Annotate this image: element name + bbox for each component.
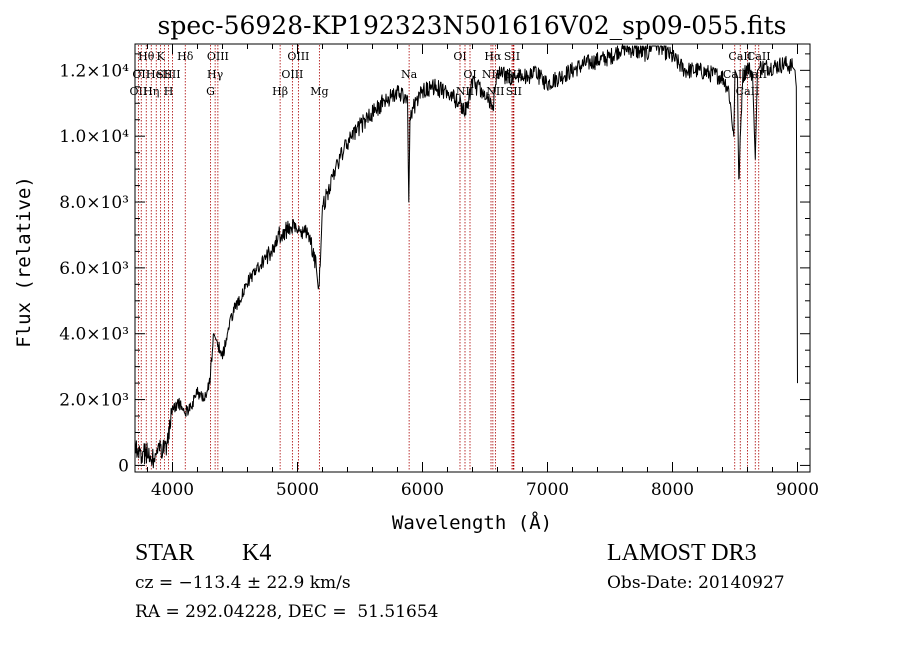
line-marker-label-11: Hγ xyxy=(207,68,224,81)
series-flux xyxy=(134,45,798,469)
line-marker-label-31: CaII xyxy=(747,50,771,63)
line-marker-label-6: SII xyxy=(156,68,172,81)
line-marker-label-3: Hη xyxy=(143,85,159,98)
survey-name: LAMOST DR3 xyxy=(607,540,757,566)
x-tick-label-2: 6000 xyxy=(401,480,444,500)
y-axis-label: Flux (relative) xyxy=(13,176,35,348)
y-tick-label-3: 6.0×10³ xyxy=(59,259,129,279)
line-marker-label-15: OIII xyxy=(287,50,309,63)
line-marker-label-19: NII xyxy=(456,85,474,98)
object-subclass: K4 xyxy=(242,540,272,566)
x-axis-label: Wavelength (Å) xyxy=(392,511,552,534)
observation-date: Obs-Date: 20140927 xyxy=(607,573,785,593)
y-tick-label-1: 2.0×10³ xyxy=(59,391,129,411)
x-tick-label-3: 7000 xyxy=(526,480,569,500)
redshift-value: cz = −113.4 ± 22.9 km/s xyxy=(135,573,351,593)
line-marker-label-22: Hα xyxy=(484,50,502,63)
chart-title: spec-56928-KP192323N501616V02_sp09-055.f… xyxy=(158,11,787,40)
line-marker-layer: OII OII Hθ Hη HeI K SII H SII Hδ G Hγ OIII Hβ OIII OIII… xyxy=(130,45,771,471)
line-marker-label-10: G xyxy=(206,85,215,98)
line-marker-label-7: H xyxy=(164,85,174,98)
sky-coordinates: RA = 292.04228, DEC = 51.51654 xyxy=(135,602,439,622)
line-marker-label-8: SII xyxy=(164,68,180,81)
plot-frame xyxy=(134,43,811,473)
line-marker-label-2: Hθ xyxy=(138,50,155,63)
line-marker-label-14: OIII xyxy=(281,68,303,81)
y-tick-label-6: 1.2×10⁴ xyxy=(59,61,129,81)
line-marker-label-4: HeI xyxy=(146,68,166,81)
line-marker-label-24: SII xyxy=(504,50,520,63)
y-tick-label-4: 8.0×10³ xyxy=(59,193,129,213)
x-tick-label-0: 4000 xyxy=(151,480,194,500)
line-marker-label-28: CaII xyxy=(728,50,752,63)
y-tick-label-5: 1.0×10⁴ xyxy=(59,127,129,147)
line-marker-label-9: Hδ xyxy=(177,50,194,63)
series-layer xyxy=(134,45,798,469)
line-marker-label-18: OI xyxy=(453,50,466,63)
line-marker-label-13: Hβ xyxy=(272,85,288,98)
line-marker-label-26: SII xyxy=(506,85,522,98)
x-tick-label-4: 8000 xyxy=(651,480,694,500)
line-marker-label-5: K xyxy=(157,50,166,63)
y-tick-label-2: 4.0×10³ xyxy=(59,325,129,345)
line-marker-label-16: Mg xyxy=(310,85,328,98)
line-marker-label-1: OII xyxy=(132,68,150,81)
line-marker-label-29: CaII xyxy=(736,85,760,98)
x-tick-label-5: 9000 xyxy=(776,480,819,500)
line-marker-label-17: Na xyxy=(401,68,418,81)
y-tick-label-0: 0 xyxy=(118,456,129,476)
x-tick-label-1: 5000 xyxy=(276,480,319,500)
line-marker-label-21: NII xyxy=(482,68,500,81)
line-marker-label-0: OII xyxy=(130,85,148,98)
line-marker-label-12: OIII xyxy=(207,50,229,63)
tick-layer: 4000 5000 6000 7000 8000 9000 0 2.0×10³ 4.0×10³ 6… xyxy=(59,44,819,500)
object-class: STAR xyxy=(135,540,195,566)
